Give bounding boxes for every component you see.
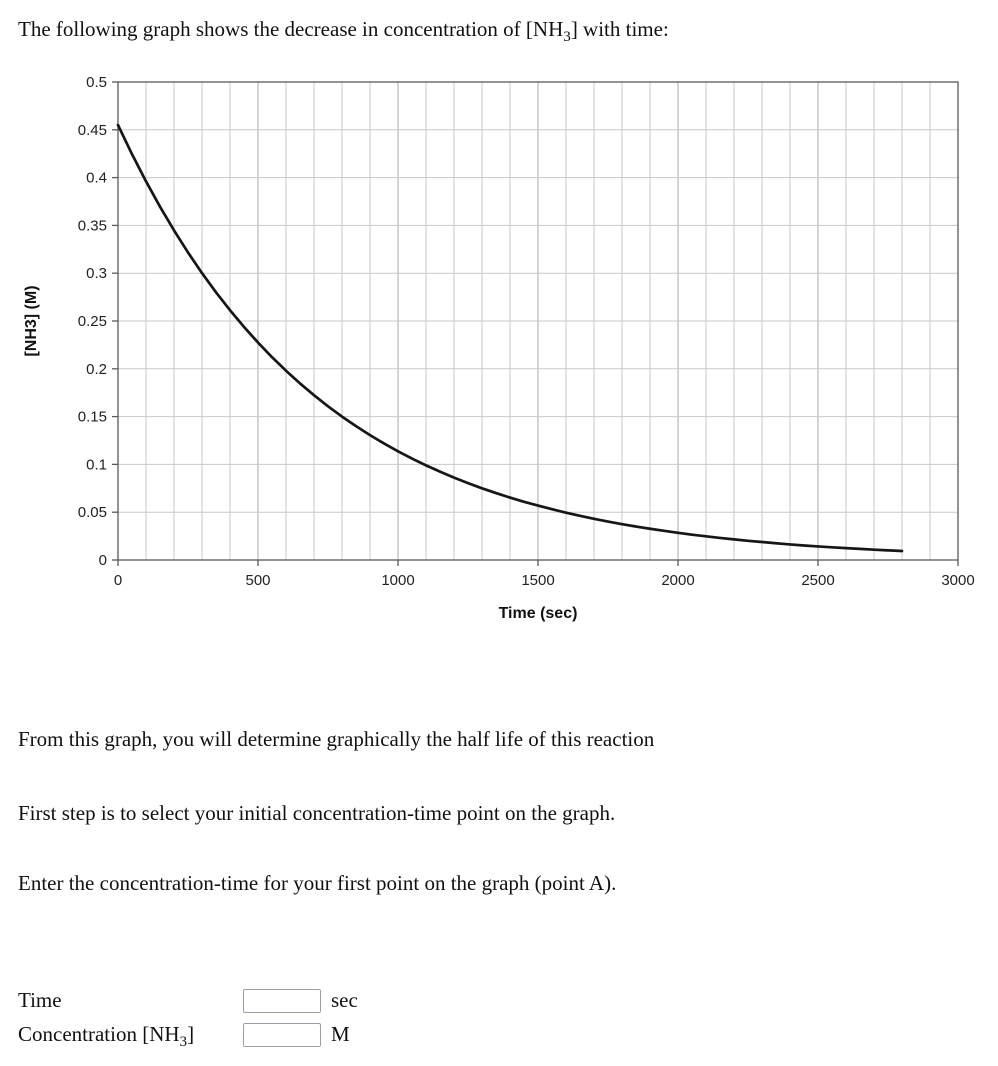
svg-text:2500: 2500 [801,572,834,589]
svg-text:3000: 3000 [941,572,974,589]
time-row: Time sec [18,988,358,1013]
time-unit: sec [331,988,358,1012]
concentration-label: Concentration [NH3] [18,1022,243,1051]
concentration-label-pre: Concentration [NH [18,1022,180,1046]
svg-text:0.1: 0.1 [86,456,107,473]
concentration-unit: M [331,1022,350,1046]
concentration-row: Concentration [NH3] M [18,1022,350,1051]
svg-text:0.45: 0.45 [78,122,107,139]
paragraph-first-step: First step is to select your initial con… [18,801,616,825]
time-input[interactable] [243,988,321,1013]
svg-text:0: 0 [99,552,107,569]
question-intro-sub: 3 [563,29,571,46]
question-intro-post: ] with time: [570,17,669,41]
time-label: Time [18,988,62,1012]
svg-text:Time (sec): Time (sec) [499,605,578,622]
concentration-label-post: ] [187,1022,195,1046]
concentration-label-sub: 3 [179,1034,188,1051]
svg-text:0.15: 0.15 [78,409,107,426]
svg-text:[NH3] (M): [NH3] (M) [23,285,40,356]
svg-text:0.2: 0.2 [86,361,107,378]
concentration-chart: 0 500 1000 1500 2000 2500 3000 0 0.05 0.1 0.15 0.2 0… [0,58,998,638]
paragraph-half-life: From this graph, you will determine grap… [18,727,655,751]
question-intro-pre: The following graph shows the decrease i… [18,17,564,41]
question-intro: The following graph shows the decrease i… [18,16,669,46]
chart-svg: 0 500 1000 1500 2000 2500 3000 0 0.05 0.1 0.15 0.2 0… [23,74,975,622]
svg-text:0.3: 0.3 [86,265,107,282]
svg-text:0.35: 0.35 [78,217,107,234]
svg-text:0.25: 0.25 [78,313,107,330]
svg-text:0.5: 0.5 [86,74,107,91]
svg-text:0.4: 0.4 [86,170,107,187]
paragraph-enter-point: Enter the concentration-time for your fi… [18,871,617,895]
svg-text:1500: 1500 [521,572,554,589]
svg-text:1000: 1000 [381,572,414,589]
concentration-input[interactable] [243,1022,321,1047]
svg-text:2000: 2000 [661,572,694,589]
svg-text:0.05: 0.05 [78,504,107,521]
svg-text:500: 500 [245,572,270,589]
svg-text:0: 0 [114,572,122,589]
